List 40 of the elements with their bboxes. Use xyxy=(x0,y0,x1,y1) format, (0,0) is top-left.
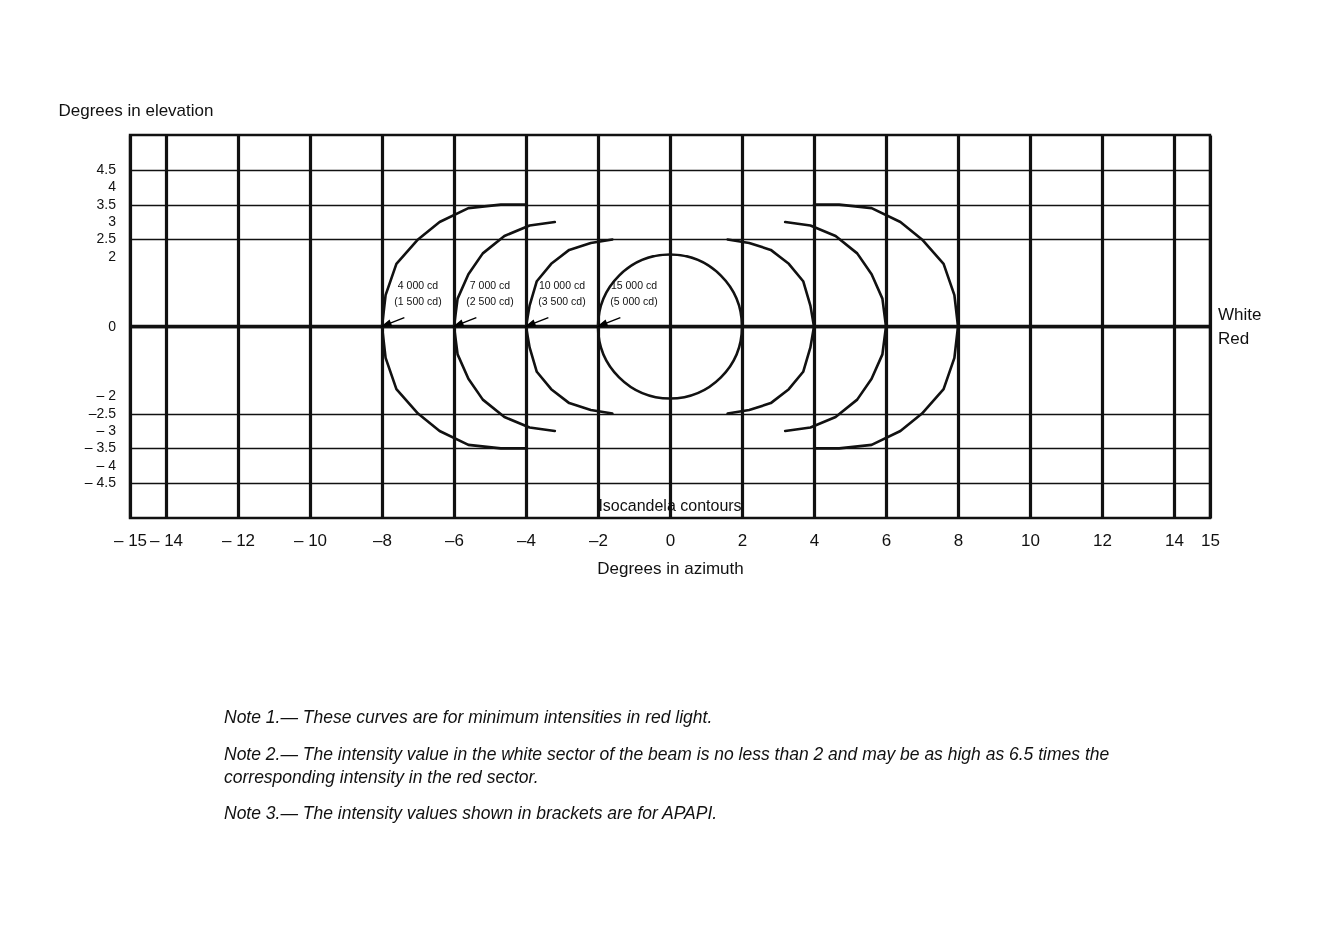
x-tick-label: 2 xyxy=(737,530,748,550)
y-tick-label: 2 xyxy=(108,247,117,264)
y-tick-label: – 4.5 xyxy=(84,474,117,491)
y-tick-label: –2.5 xyxy=(88,404,117,421)
x-tick-label: –4 xyxy=(517,530,536,550)
x-tick-label: –8 xyxy=(373,530,392,550)
x-tick-label: – 10 xyxy=(293,530,328,550)
annotation: 10 000 cd (3 500 cd) xyxy=(538,278,586,307)
text: Red xyxy=(1218,328,1250,348)
x-axis-title: Degrees in azimuth xyxy=(597,558,744,578)
y-tick-label: 3.5 xyxy=(96,195,117,212)
x-tick-label: 14 xyxy=(1165,530,1184,550)
x-tick-label: –6 xyxy=(445,530,464,550)
x-tick-label: 4 xyxy=(809,530,820,550)
y-tick-label: – 3.5 xyxy=(84,439,117,456)
ref-line-label: White xyxy=(1218,304,1262,324)
annotation: 7 000 cd (2 500 cd) xyxy=(466,278,514,307)
x-tick-label: 8 xyxy=(953,530,964,550)
y-tick-label: 2.5 xyxy=(96,230,117,247)
x-tick-label: 15 xyxy=(1201,530,1220,550)
text: Note 2.— The intensity value in the white sector of the beam is no less than 2 and may be as high as 6.5 times the corresponding intensity in the red sector. xyxy=(224,742,1111,789)
text: Note 1.— These curves are for minimum intensities in red light. xyxy=(224,706,714,729)
y-axis-title: Degrees in elevation xyxy=(58,100,214,120)
x-tick-label: 12 xyxy=(1093,530,1112,550)
y-tick-label: – 4 xyxy=(96,456,117,473)
y-tick-label: 4.5 xyxy=(96,160,117,177)
annotation: 4 000 cd (1 500 cd) xyxy=(394,278,442,307)
x-tick-label: – 12 xyxy=(221,530,256,550)
x-tick-label: – 15 xyxy=(113,530,148,550)
y-tick-label: 4 xyxy=(108,178,117,195)
x-tick-label: 6 xyxy=(881,530,892,550)
y-tick-label: – 3 xyxy=(96,421,117,438)
y-tick-label: – 2 xyxy=(96,387,117,404)
text: Note 3.— The intensity values shown in brackets are for APAPI. xyxy=(224,802,719,825)
y-tick-label: 0 xyxy=(108,317,117,334)
x-tick-label: –2 xyxy=(589,530,608,550)
x-tick-label: – 14 xyxy=(149,530,184,550)
y-tick-label: 3 xyxy=(108,213,117,230)
x-tick-label: 0 xyxy=(665,530,676,550)
x-tick-label: 10 xyxy=(1021,530,1040,550)
